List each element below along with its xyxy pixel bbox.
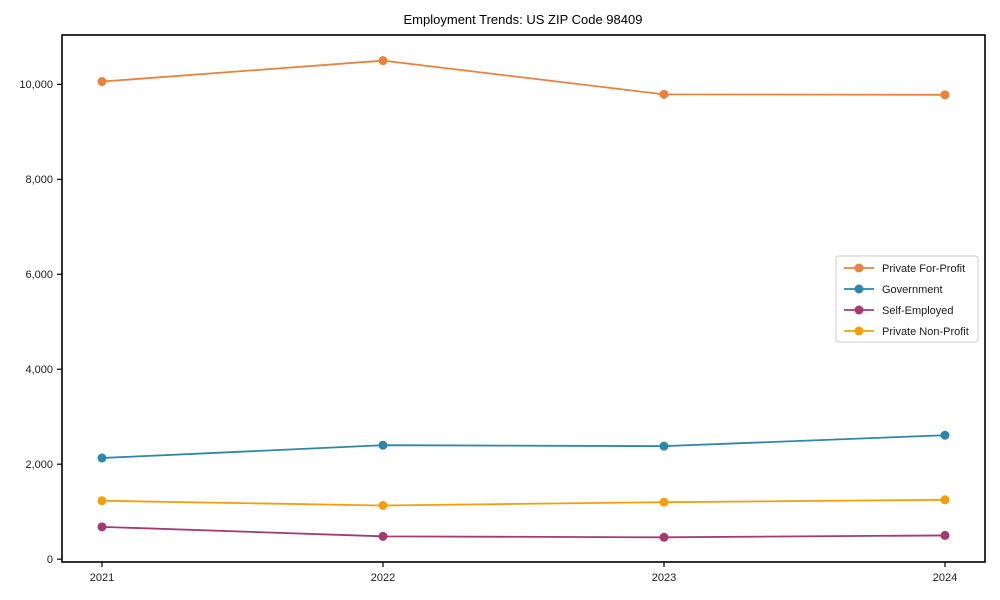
data-point-marker <box>940 495 950 505</box>
data-point-marker <box>659 441 669 451</box>
legend-marker-dot <box>854 263 864 273</box>
legend-marker-dot <box>854 284 864 294</box>
x-tick-label: 2021 <box>90 572 114 584</box>
data-point-marker <box>940 430 950 440</box>
data-point-marker <box>97 522 107 532</box>
y-tick-label: 6,000 <box>25 269 53 281</box>
series-line-self-employed <box>101 525 946 539</box>
data-point-marker <box>378 56 388 66</box>
data-point-marker <box>378 440 388 450</box>
legend-marker-dot <box>854 305 864 315</box>
series-line-government <box>101 434 946 459</box>
series-private-for-profit <box>97 56 950 100</box>
legend: Private For-Profit Government Self-Employe… <box>835 255 979 343</box>
data-point-marker <box>97 496 107 506</box>
legend-box <box>835 255 979 343</box>
y-tick-label: 4,000 <box>25 364 53 376</box>
data-point-marker <box>659 497 669 507</box>
chart-title: Employment Trends: US ZIP Code 98409 <box>404 12 643 27</box>
x-tick-label: 2024 <box>933 572 957 584</box>
series-line-private-for-profit <box>101 59 946 96</box>
y-tick-label: 10,000 <box>19 79 53 91</box>
legend-label: Private For-Profit <box>882 263 965 275</box>
legend-label: Government <box>882 284 943 296</box>
data-point-marker <box>97 77 107 87</box>
y-tick-label: 8,000 <box>25 174 53 186</box>
series-private-non-profit <box>97 495 950 511</box>
data-point-marker <box>940 90 950 100</box>
axes: 0 2,000 4,000 6,000 8,000 10,000 2021 2022 2023 2… <box>19 79 957 584</box>
y-tick-label: 0 <box>47 554 53 566</box>
data-point-marker <box>378 501 388 511</box>
data-point-marker <box>659 532 669 542</box>
legend-label: Private Non-Profit <box>882 326 969 338</box>
series-line-private-non-profit <box>101 498 946 507</box>
x-tick-label: 2022 <box>371 572 395 584</box>
series-government <box>97 430 950 463</box>
y-tick-label: 2,000 <box>25 459 53 471</box>
x-tick-label: 2023 <box>652 572 676 584</box>
data-point-marker <box>659 89 669 99</box>
series-self-employed <box>97 522 950 542</box>
legend-label: Self-Employed <box>882 305 954 317</box>
data-point-marker <box>940 530 950 540</box>
data-point-marker <box>378 531 388 541</box>
legend-marker-dot <box>854 326 864 336</box>
plot-border <box>61 34 986 563</box>
data-point-marker <box>97 453 107 463</box>
